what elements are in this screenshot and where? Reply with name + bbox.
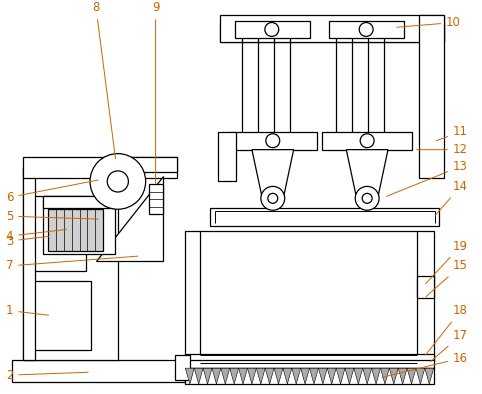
Polygon shape	[372, 368, 380, 384]
Text: 11: 11	[436, 125, 468, 141]
Text: 6: 6	[6, 180, 98, 204]
Polygon shape	[319, 368, 327, 384]
Polygon shape	[327, 368, 336, 384]
Text: 18: 18	[426, 304, 468, 355]
Text: 3: 3	[6, 234, 49, 247]
Bar	[31, 196, 86, 271]
Circle shape	[266, 134, 280, 148]
Bar	[48, 209, 103, 251]
Text: 15: 15	[426, 259, 468, 297]
Bar	[186, 354, 434, 362]
Bar	[118, 156, 177, 171]
Bar	[186, 368, 434, 384]
Polygon shape	[301, 368, 309, 384]
Polygon shape	[247, 368, 256, 384]
Text: 8: 8	[92, 1, 116, 159]
Text: 2: 2	[6, 369, 88, 382]
Polygon shape	[194, 368, 203, 384]
Bar	[175, 355, 190, 380]
Text: 10: 10	[397, 16, 461, 29]
Bar	[220, 15, 443, 43]
Bar	[218, 132, 236, 182]
Circle shape	[360, 134, 374, 148]
Bar	[186, 231, 434, 360]
Polygon shape	[354, 368, 363, 384]
Bar	[43, 196, 115, 254]
Bar	[322, 132, 412, 150]
Text: 9: 9	[152, 1, 160, 184]
Bar	[12, 360, 186, 382]
Circle shape	[261, 186, 285, 210]
Text: 1: 1	[6, 304, 49, 317]
Polygon shape	[186, 368, 194, 384]
Circle shape	[90, 154, 146, 209]
Circle shape	[268, 193, 278, 203]
Bar	[106, 156, 131, 182]
Bar	[235, 20, 309, 38]
Bar	[148, 184, 162, 214]
Polygon shape	[346, 150, 388, 196]
Circle shape	[359, 22, 373, 36]
Bar	[220, 22, 443, 43]
Bar	[419, 15, 443, 178]
Circle shape	[355, 186, 379, 210]
Bar	[186, 360, 434, 368]
Polygon shape	[389, 368, 398, 384]
Polygon shape	[203, 368, 212, 384]
Polygon shape	[336, 368, 345, 384]
Circle shape	[362, 193, 372, 203]
Bar	[228, 132, 318, 150]
Text: 5: 5	[6, 210, 98, 223]
Polygon shape	[398, 368, 407, 384]
Polygon shape	[425, 368, 434, 384]
Bar	[24, 167, 35, 360]
Polygon shape	[309, 368, 319, 384]
Bar	[31, 281, 91, 350]
Polygon shape	[265, 368, 274, 384]
Text: 12: 12	[416, 143, 468, 156]
Circle shape	[107, 171, 128, 192]
Polygon shape	[416, 368, 425, 384]
Polygon shape	[239, 368, 247, 384]
Text: 7: 7	[6, 256, 138, 272]
Text: 4: 4	[6, 229, 67, 243]
Polygon shape	[380, 368, 389, 384]
Text: 19: 19	[426, 240, 468, 284]
Bar	[43, 196, 115, 208]
Bar	[24, 156, 177, 178]
Bar	[24, 167, 118, 360]
Text: 13: 13	[387, 160, 468, 196]
Circle shape	[265, 22, 279, 36]
Polygon shape	[363, 368, 372, 384]
Polygon shape	[96, 177, 162, 261]
Polygon shape	[274, 368, 283, 384]
Polygon shape	[212, 368, 221, 384]
Bar	[329, 20, 404, 38]
Text: 17: 17	[431, 329, 468, 361]
Polygon shape	[345, 368, 354, 384]
Text: 16: 16	[382, 352, 468, 377]
Polygon shape	[230, 368, 239, 384]
Polygon shape	[292, 368, 301, 384]
Polygon shape	[221, 368, 230, 384]
Polygon shape	[252, 150, 294, 196]
Polygon shape	[407, 368, 416, 384]
Bar	[210, 208, 439, 226]
Polygon shape	[283, 368, 292, 384]
Polygon shape	[256, 368, 265, 384]
Text: 14: 14	[436, 180, 468, 215]
Bar	[417, 276, 434, 297]
